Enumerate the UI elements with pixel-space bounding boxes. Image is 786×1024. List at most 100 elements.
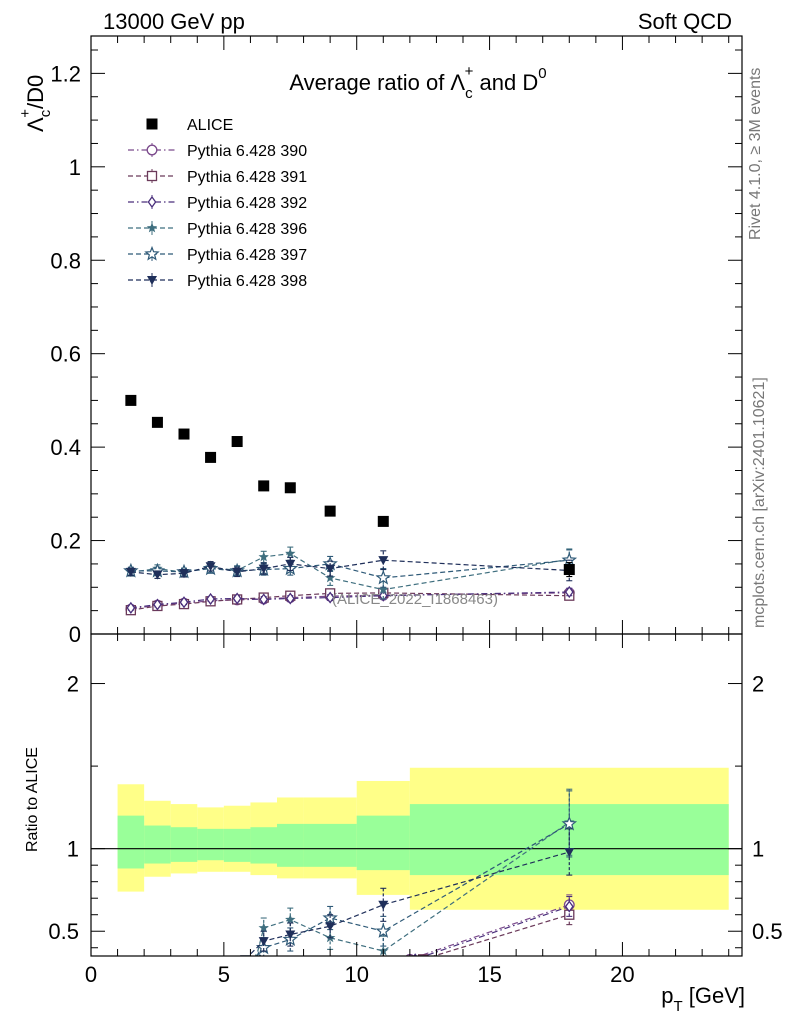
main-p398-point (258, 564, 269, 574)
ratio-band-inner (356, 815, 410, 871)
main-p392-point (259, 593, 269, 606)
main-ytick-label: 0 (69, 622, 81, 647)
ratio-p398-point (258, 937, 269, 947)
ylabel-rest: /D0 (23, 75, 48, 109)
main-p396-point (378, 584, 389, 595)
xlabel-rest: [GeV] (683, 983, 745, 1008)
main-p398-point (152, 570, 163, 580)
main-p396-line (130, 552, 570, 591)
main-panel: 00.20.40.60.811.2 Average ratio of Λc+ a… (17, 35, 743, 647)
ratio-p398-point (564, 847, 575, 857)
main-p392-point (126, 601, 136, 614)
main-ytick-label: 1.2 (50, 61, 81, 86)
main-alice-point (284, 482, 296, 494)
legend-marker-p392 (147, 195, 157, 209)
legend-label-p396: Pythia 6.428 396 (187, 221, 307, 238)
main-p392-point (179, 596, 189, 609)
main-alice-point (324, 505, 336, 517)
ratio-xtick-label: 10 (344, 962, 368, 987)
legend-marker-p390 (146, 144, 158, 156)
ratio-p396-line (255, 821, 570, 956)
main-p390-line (130, 592, 570, 610)
ratio-series-p398 (240, 828, 575, 956)
main-p398-point (205, 562, 216, 572)
ratio-p398-line (247, 851, 570, 956)
main-series-p392 (126, 585, 574, 614)
ratio-p391-line (431, 914, 570, 956)
ylabel-base: Λ (23, 117, 48, 132)
main-ytick-label: 1 (69, 155, 81, 180)
main-alice-point (377, 515, 389, 527)
main-p392-point (153, 598, 162, 611)
main-ytick-label: 0.4 (50, 435, 81, 460)
main-p398-point (325, 564, 336, 574)
analysis-watermark: (ALICE_2022_I1868463) (332, 591, 498, 608)
main-ytick-label: 0.6 (50, 342, 81, 367)
ratio-band-inner (303, 823, 357, 867)
legend-marker-p398 (147, 276, 157, 285)
ratio-ytick-label-right: 2 (752, 672, 764, 697)
main-alice-point (151, 416, 163, 428)
side-text-rivet: Rivet 4.1.0, ≥ 3M events (747, 68, 764, 240)
ratio-ytick-label-right: 0.5 (752, 919, 783, 944)
ratio-xlabel: pT [GeV] (661, 983, 745, 1015)
legend-marker-p397 (144, 245, 160, 261)
main-p392-point (285, 592, 295, 605)
ratio-band-inner (223, 828, 251, 862)
legend-label-p391: Pythia 6.428 391 (187, 169, 307, 186)
ratio-p398-point (325, 922, 336, 932)
main-alice-point (258, 480, 270, 492)
ratio-series-p391 (417, 904, 575, 956)
legend: ALICE Pythia 6.428 390 Pythia 6.428 391 Pyt… (128, 117, 307, 290)
ratio-p396-point (285, 914, 296, 925)
ratio-ytick-label: 1 (67, 837, 79, 862)
ratio-p398-point (240, 955, 251, 956)
ratio-p397-point (375, 923, 392, 938)
main-ylabel: Λc+/D0 (17, 75, 54, 132)
main-series-alice (125, 394, 575, 578)
legend-label-p392: Pythia 6.428 392 (187, 195, 307, 212)
main-p392-point (564, 585, 574, 599)
title-prefix: Average ratio of Λ (289, 70, 465, 95)
legend-label-p390: Pythia 6.428 390 (187, 143, 307, 160)
ratio-band-inner (250, 827, 277, 864)
main-p398-point (285, 559, 296, 569)
ratio-panel: 0.5 0.51 12 20 5 10 15 20 Ratio to ALICE pT [Ge… (24, 633, 783, 1015)
ratio-p398-point (378, 900, 389, 910)
main-alice-point (125, 394, 137, 406)
main-p398-line (130, 559, 570, 576)
ratio-ytick-label: 2 (67, 672, 79, 697)
ratio-ylabel: Ratio to ALICE (24, 747, 41, 852)
main-p398-point (378, 556, 389, 566)
title-sup: + (465, 63, 474, 80)
ratio-p392-line (422, 905, 570, 956)
legend-label-p397: Pythia 6.428 397 (187, 247, 307, 264)
header-left: 13000 GeV pp (103, 9, 245, 34)
xlabel-base: p (661, 983, 673, 1008)
main-p397-point (375, 569, 392, 585)
legend-marker-alice (146, 118, 158, 130)
main-p392-line (130, 591, 570, 609)
main-ytick-label: 0.8 (50, 248, 81, 273)
main-p391-line (130, 592, 570, 611)
ratio-band-inner (144, 825, 171, 864)
ratio-frame (90, 633, 743, 957)
main-alice-point (205, 451, 217, 463)
legend-label-alice: ALICE (187, 117, 233, 134)
ratio-p397-point (561, 815, 578, 831)
main-p392-point (378, 589, 388, 602)
ylabel-sup: + (17, 109, 34, 118)
ratio-band-inner (197, 828, 224, 861)
ratio-ytick-label: 0.5 (48, 919, 79, 944)
main-alice-point (231, 436, 243, 448)
main-p398-point (179, 569, 189, 579)
title-sup2: 0 (538, 65, 546, 82)
main-p396-point (258, 551, 269, 562)
ratio-band-inner (277, 823, 304, 867)
main-p392-point (206, 592, 215, 606)
ratio-p398-point (285, 930, 296, 940)
side-text-mcplots: mcplots.cern.ch [arXiv:2401.10621] (751, 377, 768, 628)
ratio-xtick-label: 15 (477, 962, 501, 987)
legend-marker-p396 (146, 222, 158, 233)
